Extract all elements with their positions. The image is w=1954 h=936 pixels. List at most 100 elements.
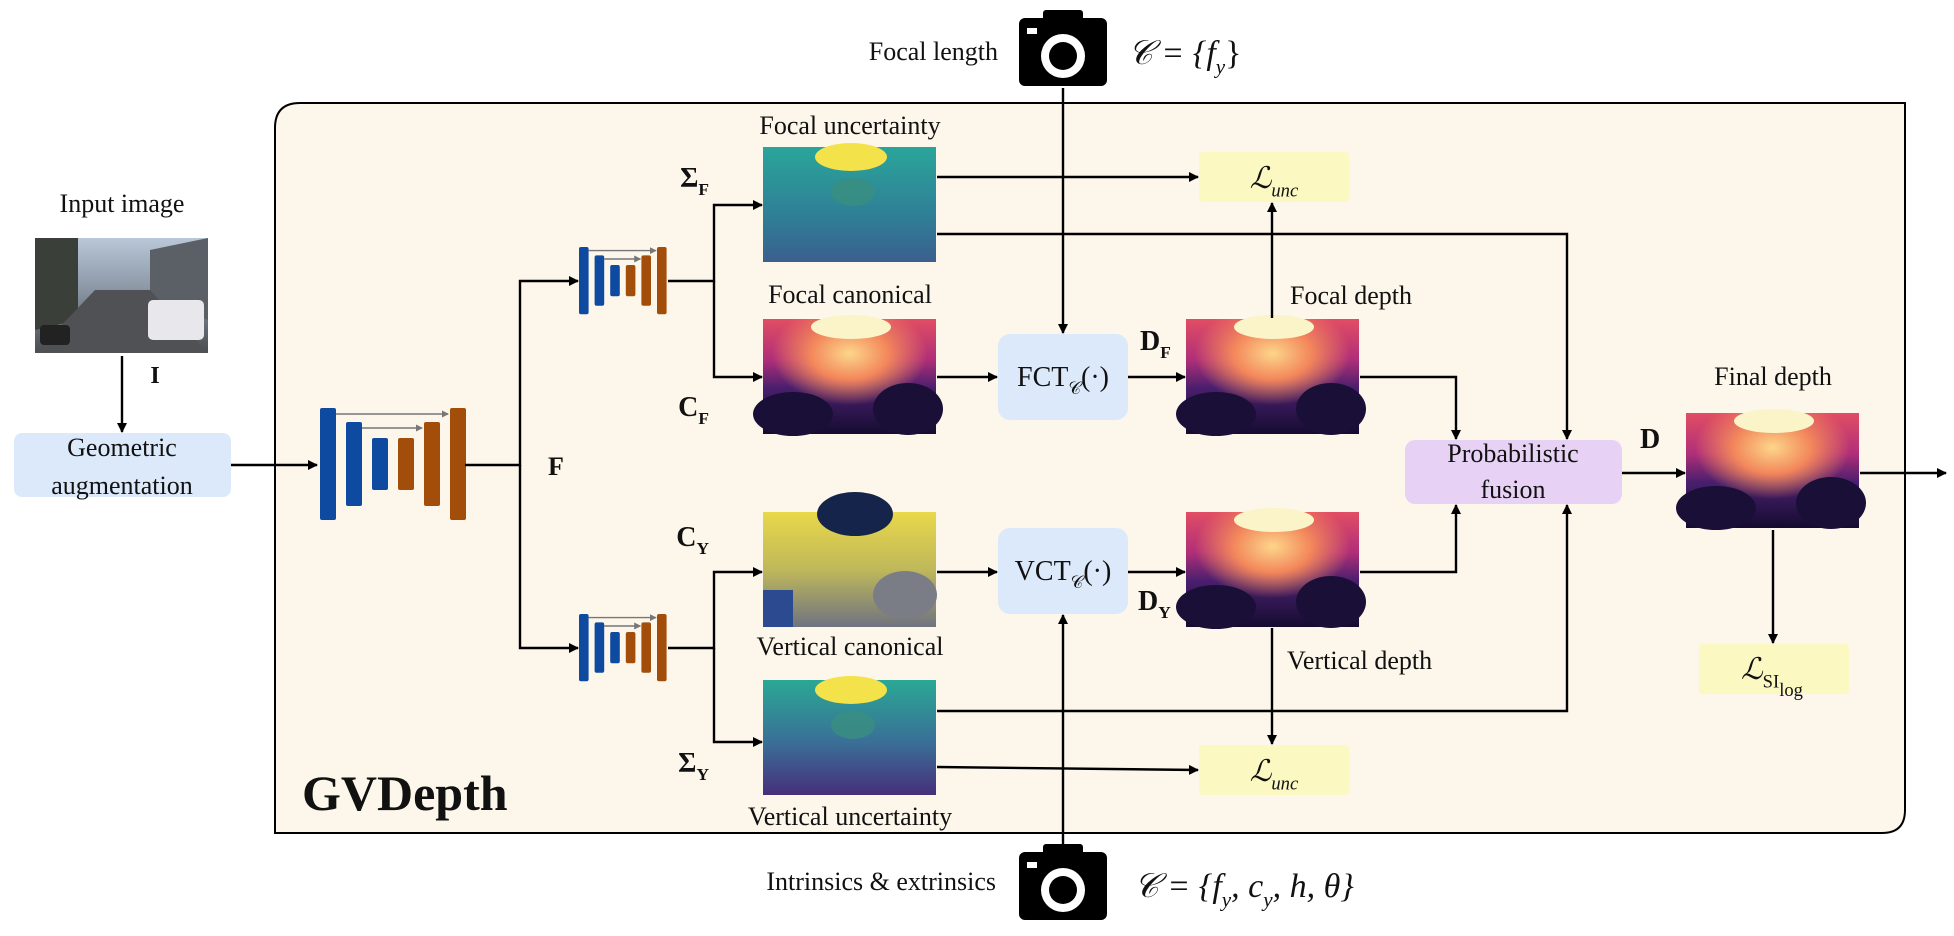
vertical-uncertainty-image-tree <box>831 711 875 739</box>
final-depth-label: Final depth <box>1714 362 1832 391</box>
d-final-label: D <box>1640 424 1660 455</box>
input-image-label: Input image <box>60 189 185 218</box>
final-depth-image-car-left <box>1676 486 1756 530</box>
backbone-network-bar-4 <box>424 422 440 506</box>
backbone-network-bar-5 <box>450 408 466 520</box>
arrow-focal-head-to-uncertainty <box>668 200 763 283</box>
focal-head-network-bar-3 <box>625 265 636 297</box>
arrow-backbone-to-focal-head <box>465 276 579 467</box>
loss-unc-focal-label: ℒunc <box>1250 162 1299 201</box>
final-depth-image-car-right <box>1796 477 1866 529</box>
intrinsics-camera-icon-top <box>1043 844 1083 856</box>
focal-canonical-image <box>753 315 943 436</box>
input-image-car <box>40 325 70 345</box>
vertical-canonical-label: Vertical canonical <box>757 632 944 661</box>
focal-depth-label: Focal depth <box>1290 281 1412 310</box>
vertical-canonical-left <box>763 590 793 627</box>
focal-depth-image-sky <box>1234 315 1314 339</box>
vertical-uncertainty-label: Vertical uncertainty <box>748 802 952 831</box>
vertical-head-network-bar-5 <box>657 614 667 682</box>
focal-depth-image-car-right <box>1296 383 1366 435</box>
geometric-augmentation-box <box>14 433 231 497</box>
gvdepth-panel <box>274 102 1906 834</box>
focal-camera-icon <box>1019 10 1107 86</box>
camera-set-full: 𝒞 = {fy, cy, h, θ} <box>1134 868 1354 912</box>
arrow-vertical-depth-to-fusion <box>1360 504 1461 574</box>
intrinsics-camera-icon-lens <box>1049 876 1077 904</box>
focal-camera-icon-top <box>1043 10 1083 22</box>
backbone-network-bar-0 <box>320 408 336 520</box>
loss-silog-label: ℒSIlog <box>1741 653 1803 701</box>
fct-label: FCT𝒞(·) <box>1017 362 1109 398</box>
vct-label: VCT𝒞(·) <box>1015 556 1112 592</box>
arrow-vertical-unc-to-loss <box>936 764 1199 775</box>
geo-aug-label-1: Geometric <box>67 433 177 462</box>
gvdepth-title: GVDepth <box>302 765 508 821</box>
vertical-canonical-sky <box>817 492 893 536</box>
arrow-focal-depth-to-fusion <box>1360 375 1461 440</box>
intrinsics-camera-icon-flash <box>1027 862 1037 868</box>
focal-uncertainty-image-tree <box>831 178 875 206</box>
focal-canonical-image-car-left <box>753 392 833 436</box>
vertical-depth-image-car-left <box>1176 585 1256 629</box>
focal-canonical-label: Focal canonical <box>768 280 932 309</box>
loss-unc-vertical-box <box>1199 745 1349 795</box>
focal-depth-image-car-left <box>1176 392 1256 436</box>
focal-head-network-bar-2 <box>610 265 620 297</box>
input-image-van <box>148 300 204 340</box>
vertical-uncertainty-image-sky <box>815 676 887 704</box>
intrinsics-camera-icon <box>1019 844 1107 920</box>
focal-camera-icon-lens <box>1049 42 1077 70</box>
focal-canonical-image-sky <box>811 315 891 339</box>
d-f-label: DF <box>1140 326 1171 362</box>
vertical-head-network-bar-0 <box>579 614 589 682</box>
loss-unc-vertical-label: ℒunc <box>1250 755 1299 794</box>
final-depth-image <box>1676 409 1866 530</box>
input-image-right-building <box>150 238 208 320</box>
arrow-backbone-to-vertical-head <box>518 465 579 653</box>
focal-head-network-bar-5 <box>657 247 667 315</box>
arrow-focal-head-to-canonical <box>712 281 763 382</box>
features-label: F <box>548 452 564 481</box>
prob-fusion-label-2: fusion <box>1481 475 1546 504</box>
arrow-vertical-head-to-canonical <box>668 567 763 650</box>
focal-canonical-image-car-right <box>873 383 943 435</box>
focal-camera-icon-flash <box>1027 28 1037 34</box>
vertical-head-network-bar-3 <box>625 632 636 664</box>
focal-depth-image <box>1176 315 1366 436</box>
vertical-head-network-bar-4 <box>641 622 651 673</box>
d-y-label: DY <box>1138 586 1171 622</box>
backbone-network <box>320 408 466 520</box>
image-var-label: I <box>150 363 159 389</box>
probabilistic-fusion-box <box>1405 440 1622 504</box>
sigma-y-label: ΣY <box>678 748 709 784</box>
arrow-vertical-head-to-uncertainty <box>712 648 763 747</box>
camera-set-focal: 𝒞 = {fy} <box>1128 35 1241 79</box>
final-depth-image-sky <box>1734 409 1814 433</box>
vertical-depth-image <box>1176 508 1366 629</box>
input-image <box>35 238 208 353</box>
vertical-head-network <box>579 614 667 682</box>
focal-head-network-bar-1 <box>594 255 605 306</box>
vertical-head-network-bar-2 <box>610 632 620 664</box>
backbone-network-bar-3 <box>398 438 414 490</box>
loss-unc-focal-box <box>1199 152 1349 202</box>
loss-silog-box <box>1699 644 1849 694</box>
backbone-network-bar-2 <box>372 438 388 490</box>
focal-uncertainty-label: Focal uncertainty <box>759 111 940 140</box>
focal-head-network <box>579 247 667 315</box>
arrow-vertical-unc-to-fusion <box>937 504 1572 713</box>
geo-aug-label-2: augmentation <box>51 471 193 500</box>
vertical-depth-label: Vertical depth <box>1287 646 1432 675</box>
vertical-canonical-car <box>873 571 937 619</box>
sigma-f-label: ΣF <box>680 163 709 199</box>
vct-box <box>998 528 1128 614</box>
prob-fusion-label-1: Probabilistic <box>1447 439 1578 468</box>
focal-length-label: Focal length <box>869 37 998 66</box>
input-image-left-building <box>35 238 78 330</box>
vertical-head-network-bar-1 <box>594 622 605 673</box>
c-f-label: CF <box>678 392 709 428</box>
vertical-depth-image-sky <box>1234 508 1314 532</box>
